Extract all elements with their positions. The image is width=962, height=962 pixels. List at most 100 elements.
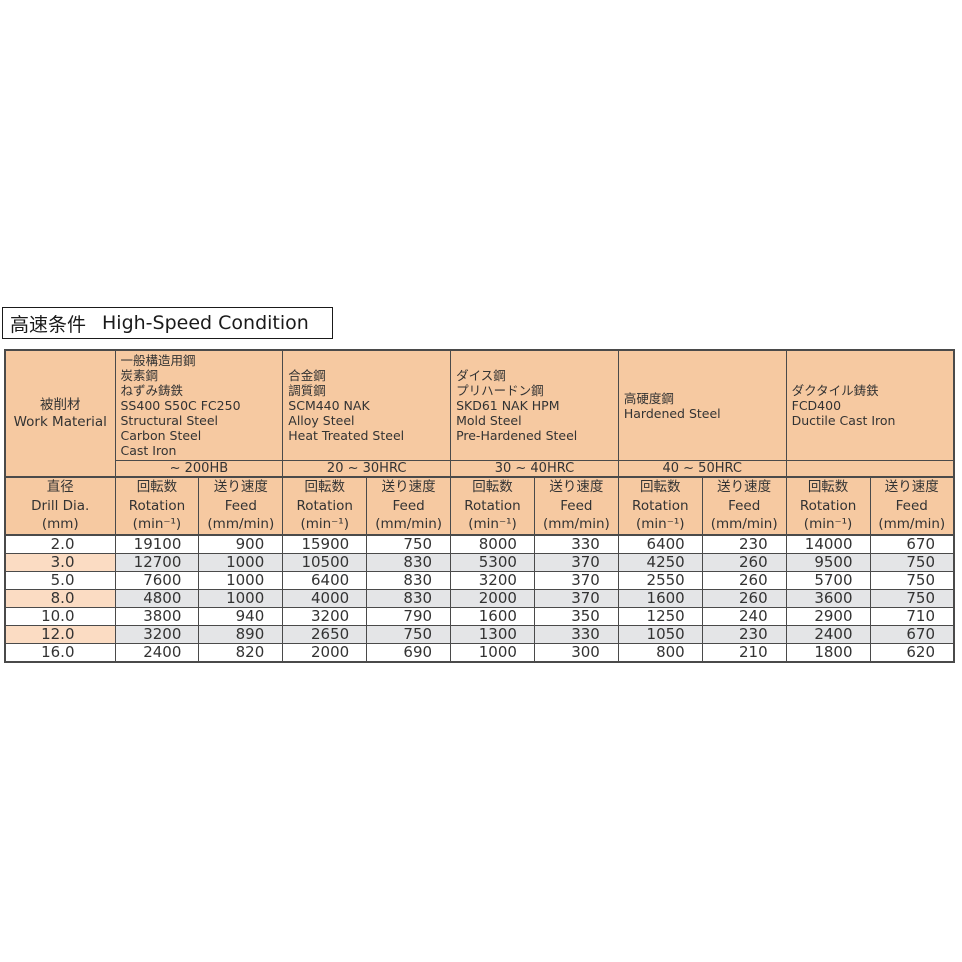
subheader-line: (min⁻¹) <box>468 516 517 532</box>
table-row: 12.0 3200 890 2650 750 1300 330 1050 230 2400 670 <box>4 624 955 644</box>
rotation-value-cell: 1250 <box>617 606 703 626</box>
rotation-value-cell: 9500 <box>785 552 871 572</box>
feed-value-cell: 690 <box>366 642 452 662</box>
table-row: 3.0 12700 1000 10500 830 5300 370 4250 260 9500 75… <box>4 552 955 572</box>
feed-value-cell: 370 <box>533 552 619 572</box>
rotation-value-cell: 1600 <box>617 588 703 608</box>
subheader-line: (min⁻¹) <box>132 516 182 532</box>
rotation-value-cell: 2400 <box>785 624 871 644</box>
rotation-value-cell: 3800 <box>114 606 200 626</box>
hardness-cell: 30 ~ 40HRC <box>450 460 619 478</box>
rotation-value-cell: 8000 <box>450 534 535 554</box>
feed-header: 送り速度 Feed (mm/min) <box>701 476 787 536</box>
rotation-value-cell: 1300 <box>450 624 535 644</box>
table-row: 8.0 4800 1000 4000 830 2000 370 1600 260 3600 750 <box>4 588 955 608</box>
feed-value-cell: 330 <box>533 624 619 644</box>
feed-value-cell: 260 <box>701 570 787 590</box>
dia-header: 直径 Drill Dia. (mm) <box>4 476 116 536</box>
subheader-line: 送り速度 <box>381 479 436 495</box>
subheader-line: Drill Dia. <box>31 497 90 514</box>
subheader-line: (mm) <box>41 516 79 532</box>
rotation-value-cell: 2550 <box>617 570 703 590</box>
material-line: 調質鋼 <box>288 383 326 398</box>
rotation-value-cell: 7600 <box>114 570 200 590</box>
work-material-label-jp: 被削材 <box>40 396 81 413</box>
rotation-value-cell: 5700 <box>785 570 871 590</box>
hardness-cell: ~ 200HB <box>114 460 284 478</box>
dia-cell: 12.0 <box>4 624 116 644</box>
feed-value-cell: 260 <box>701 552 787 572</box>
material-header-cell: ダイス鋼 プリハードン鋼 SKD61 NAK HPM Mold Steel Pre-Ha… <box>450 349 619 461</box>
material-line: Hardened Steel <box>623 405 721 421</box>
feed-value-cell: 1000 <box>198 588 284 608</box>
feed-value-cell: 670 <box>869 624 955 644</box>
material-header-row: 被削材 Work Material 一般構造用鋼 炭素鋼 ねずみ鋳鉄 SS400 S50C… <box>4 349 955 478</box>
section-title-jp: 高速条件 <box>10 313 87 336</box>
rotation-header: 回転数 Rotation (min⁻¹) <box>450 476 535 536</box>
table-body: 2.0 19100 900 15900 750 8000 330 6400 230 14000 67… <box>4 534 955 662</box>
subheader-line: (mm/min) <box>375 516 443 532</box>
subheader-line: Feed <box>224 497 257 514</box>
feed-value-cell: 790 <box>366 606 452 626</box>
rotation-value-cell: 6400 <box>282 570 368 590</box>
hardness-cell <box>785 460 955 478</box>
subheader-line: Feed <box>392 497 425 514</box>
table-row: 16.0 2400 820 2000 690 1000 300 800 210 1800 620 <box>4 642 955 662</box>
subheader-line: (min⁻¹) <box>300 516 349 532</box>
hardness-row: ~ 200HB 20 ~ 30HRC 30 ~ 40HRC 40 ~ 50HRC <box>5 460 955 478</box>
material-line: プリハードン鋼 <box>456 383 544 398</box>
section-title: 高速条件 High-Speed Condition <box>2 307 333 339</box>
feed-header: 送り速度 Feed (mm/min) <box>366 476 452 536</box>
subheader-line: Rotation <box>799 497 857 514</box>
feed-value-cell: 820 <box>198 642 284 662</box>
rotation-header: 回転数 Rotation (min⁻¹) <box>785 476 871 536</box>
subheader-line: 送り速度 <box>884 479 939 495</box>
rotation-value-cell: 10500 <box>282 552 368 572</box>
subheader-line: 回転数 <box>304 479 345 495</box>
rotation-value-cell: 3600 <box>785 588 871 608</box>
material-line: Carbon Steel <box>120 428 202 443</box>
high-speed-condition-table: 被削材 Work Material 一般構造用鋼 炭素鋼 ねずみ鋳鉄 SS400 S50C… <box>4 349 955 663</box>
dia-cell: 5.0 <box>4 570 116 590</box>
feed-value-cell: 750 <box>366 624 452 644</box>
material-header-cell: ダクタイル鋳鉄 FCD400 Ductile Cast Iron <box>785 349 955 461</box>
rotation-header: 回転数 Rotation (min⁻¹) <box>617 476 703 536</box>
subheader-line: (min⁻¹) <box>636 516 685 532</box>
feed-value-cell: 830 <box>366 570 452 590</box>
material-header-cell: 合金鋼 調質鋼 SCM440 NAK Alloy Steel Heat Treated … <box>282 349 452 461</box>
subheader-line: Rotation <box>296 497 353 514</box>
rotation-value-cell: 4000 <box>282 588 368 608</box>
feed-value-cell: 750 <box>869 588 955 608</box>
feed-value-cell: 890 <box>198 624 284 644</box>
rotation-value-cell: 2000 <box>450 588 535 608</box>
rotation-value-cell: 2650 <box>282 624 368 644</box>
dia-cell: 8.0 <box>4 588 116 608</box>
material-line: SS400 S50C FC250 <box>120 398 241 413</box>
feed-value-cell: 230 <box>701 624 787 644</box>
material-line: Cast Iron <box>120 443 177 458</box>
subheader-line: 送り速度 <box>549 479 604 495</box>
rotation-header: 回転数 Rotation (min⁻¹) <box>282 476 368 536</box>
feed-value-cell: 240 <box>701 606 787 626</box>
subheader-line: Rotation <box>464 497 521 514</box>
dia-cell: 16.0 <box>4 642 116 662</box>
material-line: ねずみ鋳鉄 <box>120 383 184 398</box>
rotation-value-cell: 3200 <box>282 606 368 626</box>
rotation-value-cell: 1050 <box>617 624 703 644</box>
feed-value-cell: 330 <box>533 534 619 554</box>
subheader-line: 回転数 <box>640 479 681 495</box>
subheader-row: 直径 Drill Dia. (mm) 回転数 Rotation (min⁻¹) 送り速度 Fe… <box>4 476 955 536</box>
material-line: Mold Steel <box>456 413 522 428</box>
subheader-line: Rotation <box>632 497 689 514</box>
feed-value-cell: 260 <box>701 588 787 608</box>
rotation-header: 回転数 Rotation (min⁻¹) <box>114 476 200 536</box>
material-line: 高硬度鋼 <box>623 390 674 406</box>
feed-value-cell: 900 <box>198 534 284 554</box>
feed-value-cell: 670 <box>869 534 955 554</box>
hardness-cell: 40 ~ 50HRC <box>617 460 787 478</box>
feed-header: 送り速度 Feed (mm/min) <box>198 476 284 536</box>
subheader-line: (mm/min) <box>710 516 778 532</box>
material-line: ダクタイル鋳鉄 <box>791 383 879 398</box>
rotation-value-cell: 19100 <box>114 534 200 554</box>
subheader-line: (min⁻¹) <box>803 516 853 532</box>
